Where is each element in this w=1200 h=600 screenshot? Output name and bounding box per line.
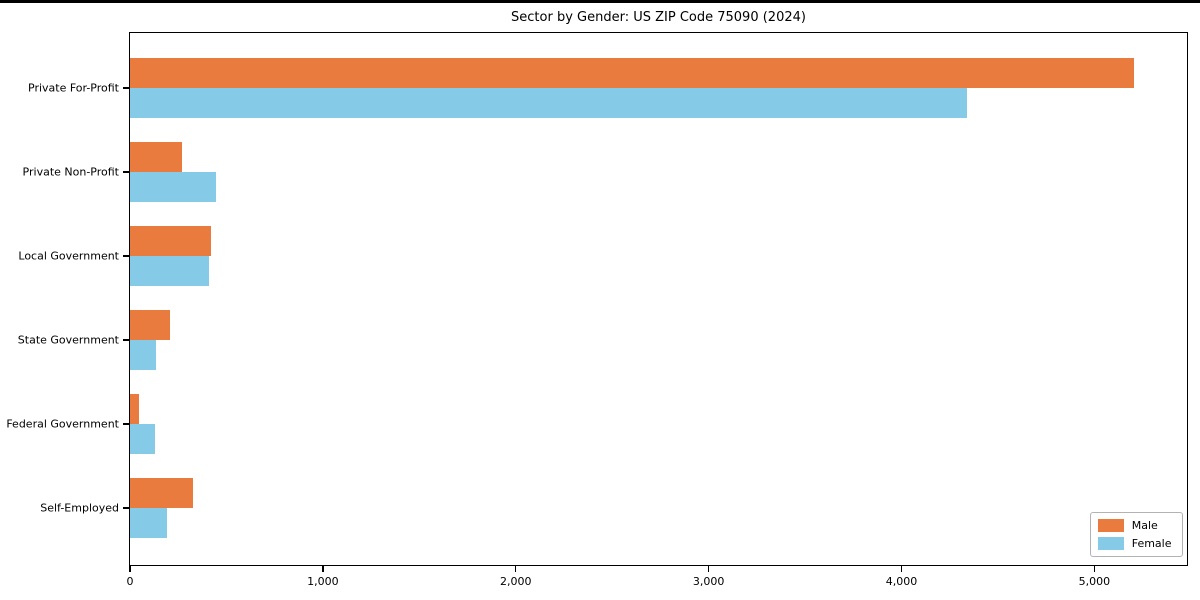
bar-male-state-government xyxy=(129,309,170,340)
bar-female-local-government xyxy=(129,255,209,286)
y-axis-label-federal-government: Federal Government xyxy=(6,417,119,431)
bar-female-federal-government xyxy=(129,423,155,454)
y-axis-label-state-government: State Government xyxy=(17,333,119,347)
screen-top-edge xyxy=(0,0,1200,3)
x-axis-label-2-000: 2,000 xyxy=(500,575,532,588)
legend: Male Female xyxy=(1089,511,1183,557)
bar-male-private-non-profit xyxy=(129,141,182,172)
legend-swatch-male xyxy=(1097,518,1124,532)
bar-male-federal-government xyxy=(129,393,140,424)
x-tick-0 xyxy=(129,565,131,572)
x-tick-3-000 xyxy=(707,565,710,572)
x-tick-5-000 xyxy=(1093,565,1096,572)
y-tick-federal-government xyxy=(123,423,130,425)
y-tick-private-for-profit xyxy=(123,87,130,89)
bar-male-self-employed xyxy=(129,477,194,508)
plot-area: Male Female xyxy=(128,31,1188,566)
y-axis-label-private-non-profit: Private Non-Profit xyxy=(22,165,119,179)
x-axis-label-4-000: 4,000 xyxy=(885,575,918,588)
y-tick-self-employed xyxy=(123,507,130,509)
x-axis-label-0: 0 xyxy=(126,575,134,588)
x-tick-4-000 xyxy=(900,565,903,572)
y-axis-label-local-government: Local Government xyxy=(18,249,119,263)
legend-item-male: Male xyxy=(1097,518,1172,532)
y-tick-local-government xyxy=(123,255,130,257)
y-axis-label-self-employed: Self-Employed xyxy=(40,501,119,515)
x-axis-label-3-000: 3,000 xyxy=(692,575,725,588)
y-tick-state-government xyxy=(123,339,130,341)
bar-female-self-employed xyxy=(129,507,168,538)
y-axis-label-private-for-profit: Private For-Profit xyxy=(28,81,119,95)
bar-male-local-government xyxy=(129,225,211,256)
legend-swatch-female xyxy=(1097,536,1124,550)
bar-male-private-for-profit xyxy=(129,57,1135,88)
x-tick-1-000 xyxy=(322,565,324,572)
legend-item-female: Female xyxy=(1097,536,1172,550)
legend-label-female: Female xyxy=(1131,536,1172,550)
x-axis-label-5-000: 5,000 xyxy=(1078,575,1111,588)
bar-female-private-non-profit xyxy=(129,171,217,202)
x-tick-2-000 xyxy=(515,565,517,572)
bar-female-private-for-profit xyxy=(129,87,967,118)
chart-title: Sector by Gender: US ZIP Code 75090 (202… xyxy=(511,10,806,25)
x-axis-label-1-000: 1,000 xyxy=(307,575,339,588)
y-tick-private-non-profit xyxy=(123,171,130,173)
bar-female-state-government xyxy=(129,339,156,370)
legend-label-male: Male xyxy=(1131,518,1158,532)
